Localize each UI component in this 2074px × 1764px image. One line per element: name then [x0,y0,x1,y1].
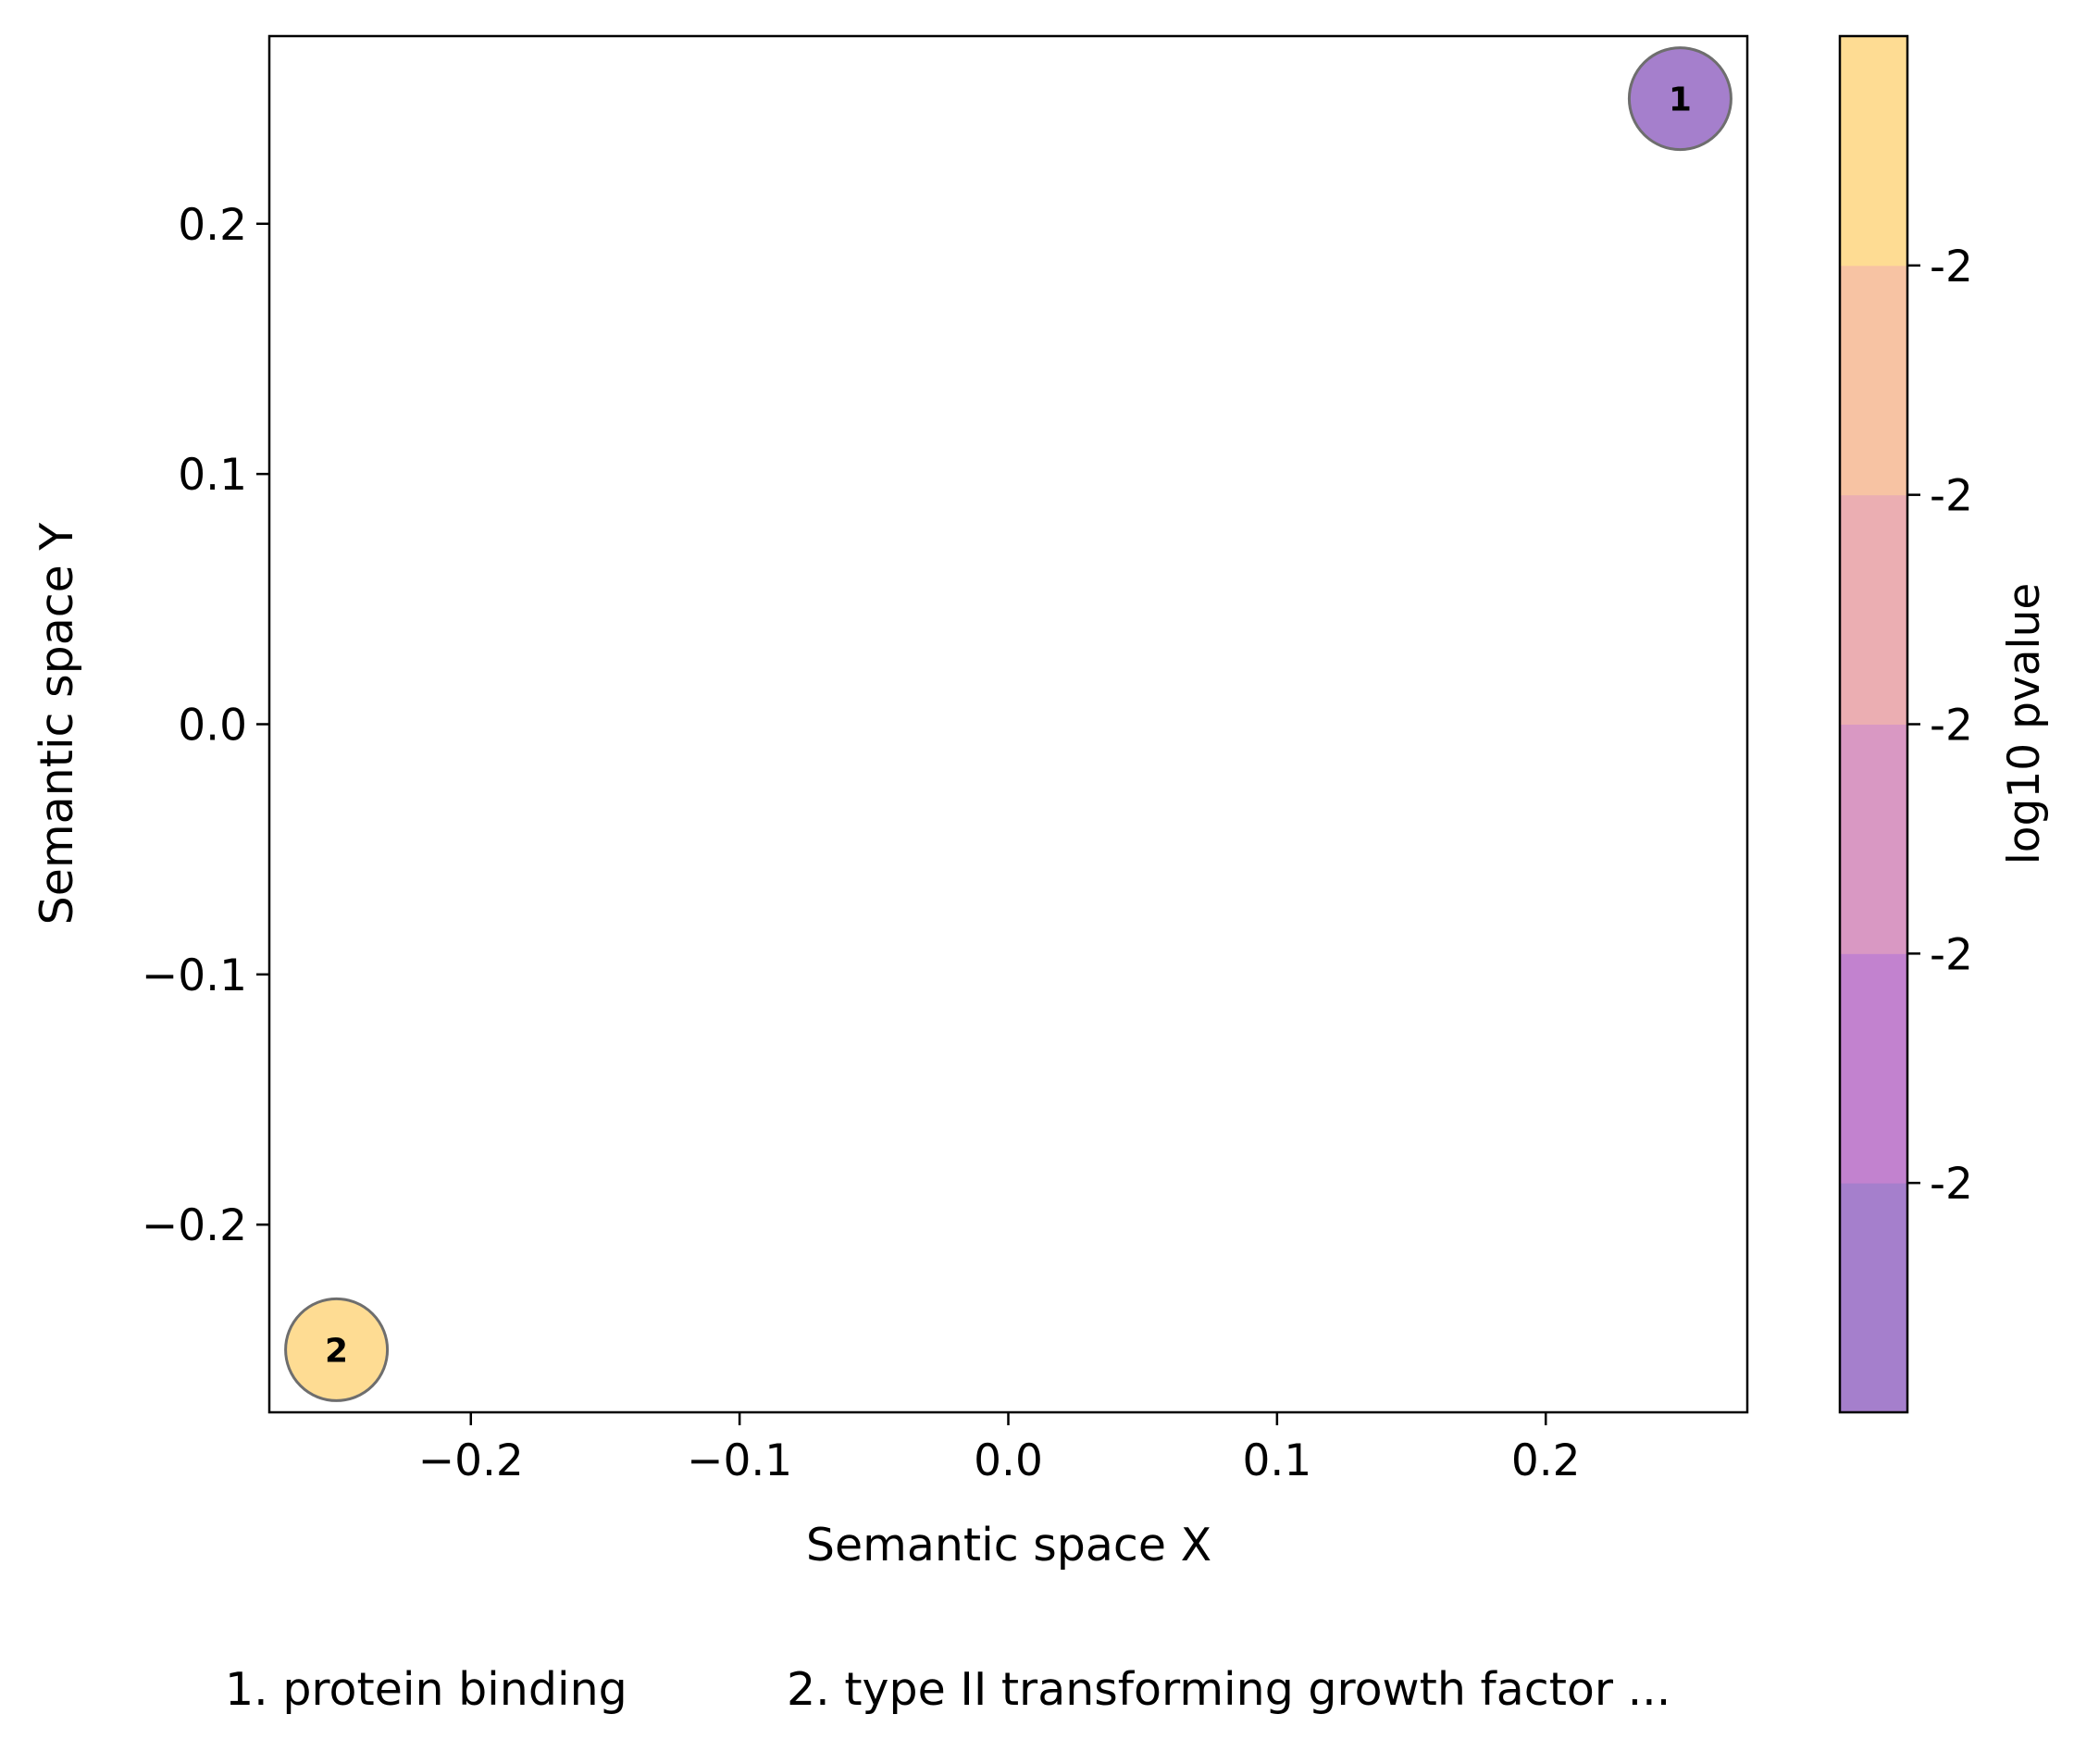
colorbar-tick-label: -2 [1930,701,1973,752]
colorbar-band [1840,724,1907,954]
colorbar-ticks: -2 -2 -2 -2 -2 [1907,242,1973,1210]
point-label-2: 2 [325,1332,348,1370]
legend-item-1: 1. protein binding [225,1663,627,1716]
x-axis-ticks: −0.2 −0.1 0.0 0.1 0.2 [418,1412,1581,1486]
colorbar-band [1840,265,1907,496]
x-tick-label: 0.1 [1242,1435,1311,1486]
colorbar-band [1840,494,1907,725]
y-tick-label: 0.1 [178,450,247,501]
plot-frame [267,34,1749,1414]
colorbar [1840,36,1907,1413]
x-tick-label: 0.0 [974,1435,1043,1486]
colorbar-frame [1838,34,1909,1414]
y-tick-label: −0.1 [142,950,247,1001]
scatter-point-2 [284,1297,390,1402]
legend-item-2: 2. type II transforming growth factor ..… [787,1663,1670,1716]
data-points: 12 [284,46,1732,1402]
x-tick-label: −0.1 [687,1435,792,1486]
y-tick-label: 0.0 [178,701,247,752]
colorbar-band [1840,953,1907,1184]
point-label-1: 1 [1669,81,1692,119]
colorbar-band [1840,1183,1907,1413]
colorbar-tick-label: -2 [1930,1159,1973,1210]
x-axis-label: Semantic space X [806,1519,1211,1571]
colorbar-tick-label: -2 [1930,242,1973,292]
colorbar-label: log10 pvalue [1999,583,2050,865]
x-tick-label: −0.2 [418,1435,524,1486]
x-tick-label: 0.2 [1511,1435,1581,1486]
y-tick-label: −0.2 [142,1200,247,1251]
colorbar-tick-label: -2 [1930,471,1973,522]
scatter-point-1 [1627,46,1732,152]
y-axis-label: Semantic space Y [31,522,83,925]
colorbar-band [1840,36,1907,267]
y-tick-label: 0.2 [178,200,247,251]
y-axis-ticks: 0.2 0.1 0.0 −0.1 −0.2 [142,200,269,1251]
colorbar-tick-label: -2 [1930,929,1973,980]
